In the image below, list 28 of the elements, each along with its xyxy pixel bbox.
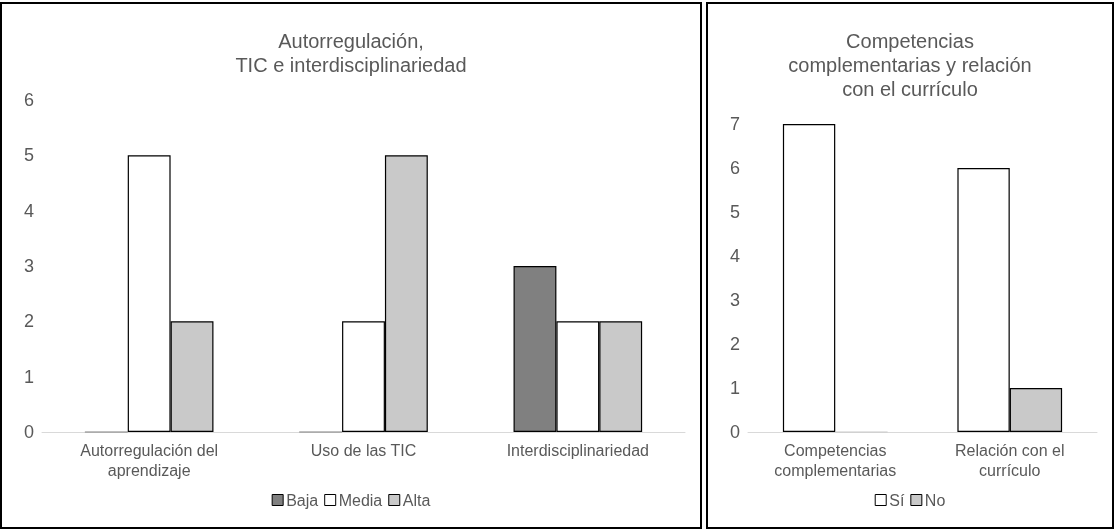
- y-tick-label: 7: [729, 114, 740, 134]
- bar: [782, 124, 836, 432]
- y-tick-label: 3: [729, 290, 740, 310]
- y-tick-label: 2: [23, 311, 34, 332]
- y-tick-label: 3: [23, 256, 34, 276]
- legend-label: No: [924, 491, 946, 509]
- y-tick-label: 2: [729, 334, 740, 354]
- y-tick-label: 0: [23, 422, 34, 442]
- y-tick-label: 4: [729, 246, 740, 266]
- y-tick-label: 4: [23, 200, 34, 221]
- x-tick-label: Uso de las TIC: [310, 441, 417, 459]
- legend-label: Baja: [286, 491, 319, 509]
- legend-label: Media: [338, 491, 383, 509]
- x-tick-label: Autorregulación del aprendizaje: [80, 441, 219, 479]
- x-tick-label: Competencias complementarias: [774, 441, 897, 479]
- chart-title: Competencias complementarias y relación con el currículo: [788, 30, 1032, 100]
- y-tick-label: 6: [23, 90, 34, 110]
- legend-label: Alta: [402, 491, 431, 509]
- y-tick-label: 0: [729, 422, 740, 442]
- y-tick-label: 5: [729, 202, 740, 222]
- y-tick-label: 5: [23, 145, 34, 166]
- chart-title: Autorregulación, TIC e interdisciplinariedad: [235, 30, 467, 76]
- y-tick-label: 1: [729, 378, 740, 398]
- x-tick-label: Interdisciplinariedad: [506, 441, 649, 459]
- legend-label: Sí: [889, 491, 905, 509]
- y-tick-label: 6: [729, 158, 740, 178]
- x-tick-label: Relación con el currículo: [955, 441, 1065, 479]
- y-tick-label: 1: [23, 366, 34, 387]
